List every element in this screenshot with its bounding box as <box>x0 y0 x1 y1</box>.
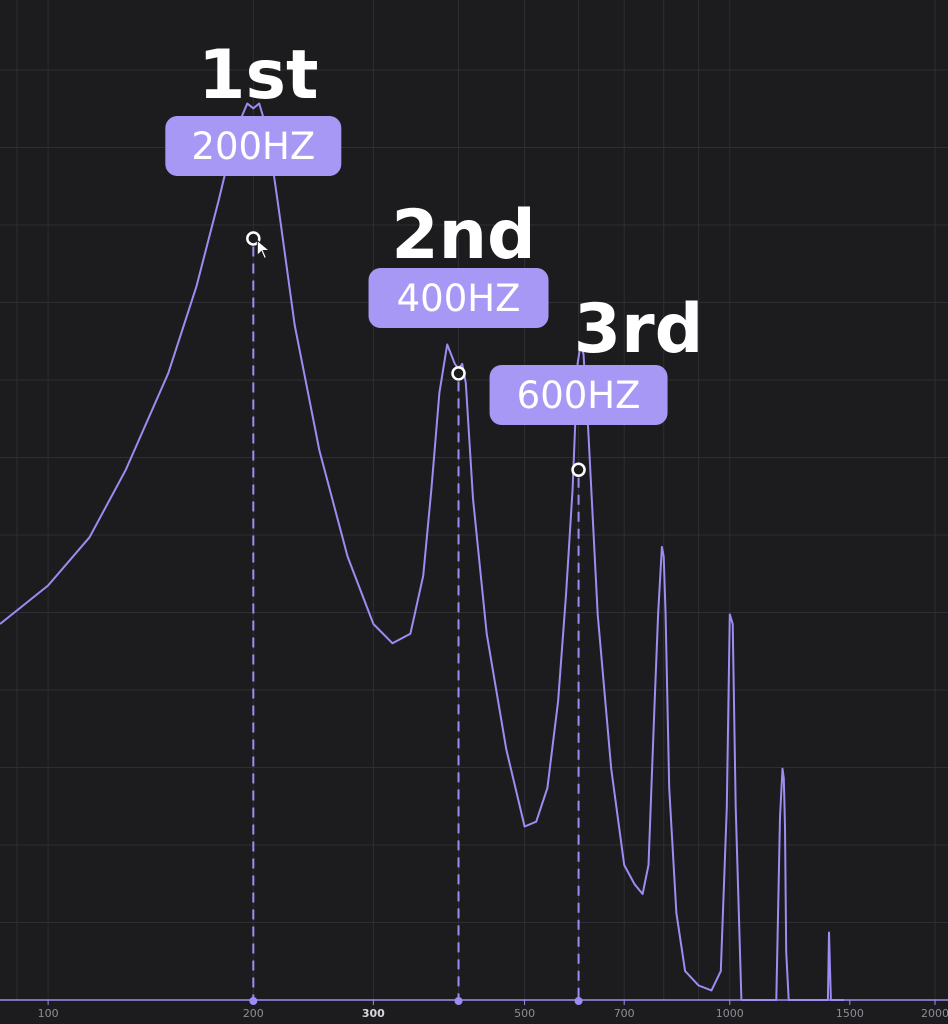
x-tick-label: 700 <box>614 1007 635 1020</box>
axis-dot <box>249 997 258 1005</box>
axis-dot <box>454 997 463 1005</box>
x-tick-label: 500 <box>514 1007 535 1020</box>
x-tick-label: 1000 <box>716 1007 744 1020</box>
frequency-label: 200HZ <box>191 125 315 168</box>
harmonic-title: 1st <box>198 36 318 115</box>
x-tick-label: 100 <box>38 1007 59 1020</box>
harmonic-title: 2nd <box>391 196 535 275</box>
harmonic-annotation-3[interactable]: 600HZ 3rd <box>489 290 704 1005</box>
frequency-label: 600HZ <box>517 374 641 417</box>
x-tick-label: 2000 <box>921 1007 948 1020</box>
x-tick-label: 200 <box>243 1007 264 1020</box>
harmonic-annotation-1[interactable]: 200HZ 1st <box>165 36 342 1005</box>
mouse-cursor-icon <box>256 239 271 260</box>
x-tick-label: 300 <box>362 1007 385 1020</box>
x-axis: 100 200 300 500 700 1000 1500 2000 <box>0 999 948 1020</box>
x-tick-label: 1500 <box>836 1007 864 1020</box>
frequency-badge <box>489 365 668 425</box>
frequency-response-curve <box>0 102 844 1001</box>
harmonic-marker-circle[interactable] <box>451 366 466 381</box>
grid-lines <box>0 0 948 1001</box>
harmonic-title: 3rd <box>574 290 704 369</box>
harmonic-marker-circle[interactable] <box>246 231 261 246</box>
frequency-badge <box>368 268 549 328</box>
frequency-badge <box>165 116 342 176</box>
frequency-label: 400HZ <box>397 277 521 320</box>
axis-dot <box>574 997 583 1005</box>
curve-layer <box>0 102 844 1001</box>
harmonic-marker-circle[interactable] <box>571 462 586 478</box>
